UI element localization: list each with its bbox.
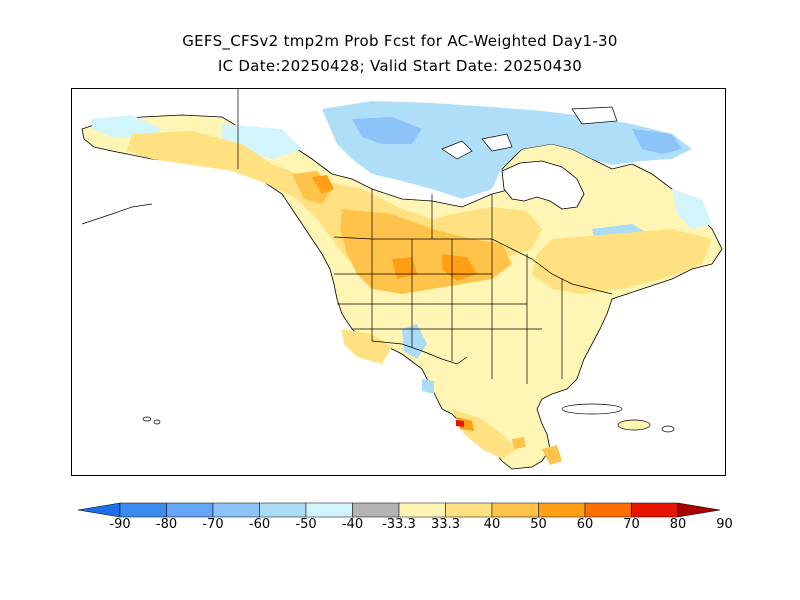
colorbar-segment [119, 502, 167, 518]
colorbar-svg [77, 502, 721, 518]
colorbar-segment [259, 502, 307, 518]
colorbar-segment [212, 502, 260, 518]
colorbar-right-arrow [677, 502, 721, 518]
colorbar-tick-label: -50 [295, 517, 317, 532]
colorbar-segment [538, 502, 586, 518]
colorbar-tick-label: -90 [109, 517, 131, 532]
colorbar-segment [352, 502, 400, 518]
colorbar-tick-label: -40 [341, 517, 364, 532]
colorbar-tick-label: 90 [716, 517, 733, 532]
colorbar-tick-label: 33.3 [431, 517, 460, 532]
colorbar-tick-label: -80 [155, 517, 178, 532]
colorbar-segment [305, 502, 353, 518]
colorbar-tick-label: 70 [623, 517, 640, 532]
colorbar-tick-label: 60 [576, 517, 594, 532]
canada-us-border [333, 236, 613, 295]
colorbar-tick-label: 40 [483, 517, 501, 532]
colorbar-segment [491, 502, 539, 518]
colorbar-tick-label: -33.3 [382, 517, 416, 532]
political-boundaries [237, 89, 613, 384]
map-svg [81, 89, 723, 470]
map-panel [71, 88, 726, 476]
colorbar-left-arrow [77, 502, 121, 518]
colorbar-tick-label: -70 [202, 517, 224, 532]
colorbar-tick-label: -60 [248, 517, 271, 532]
colorbar [77, 500, 728, 524]
colorbar-segment [398, 502, 446, 518]
us-mexico-border [371, 340, 468, 365]
colorbar-segment [631, 502, 679, 518]
islands [81, 106, 675, 433]
colorbar-segment [166, 502, 214, 518]
colorbar-tick-label: 80 [669, 517, 687, 532]
map-subtitle: IC Date:20250428; Valid Start Date: 2025… [217, 57, 583, 75]
colorbar-tick-label: 50 [530, 517, 547, 532]
colorbar-segment [445, 502, 493, 518]
probability-field [92, 101, 712, 465]
map-title: GEFS_CFSv2 tmp2m Prob Fcst for AC-Weight… [182, 32, 618, 50]
colorbar-segment [584, 502, 632, 518]
hudson-bay [501, 160, 585, 210]
